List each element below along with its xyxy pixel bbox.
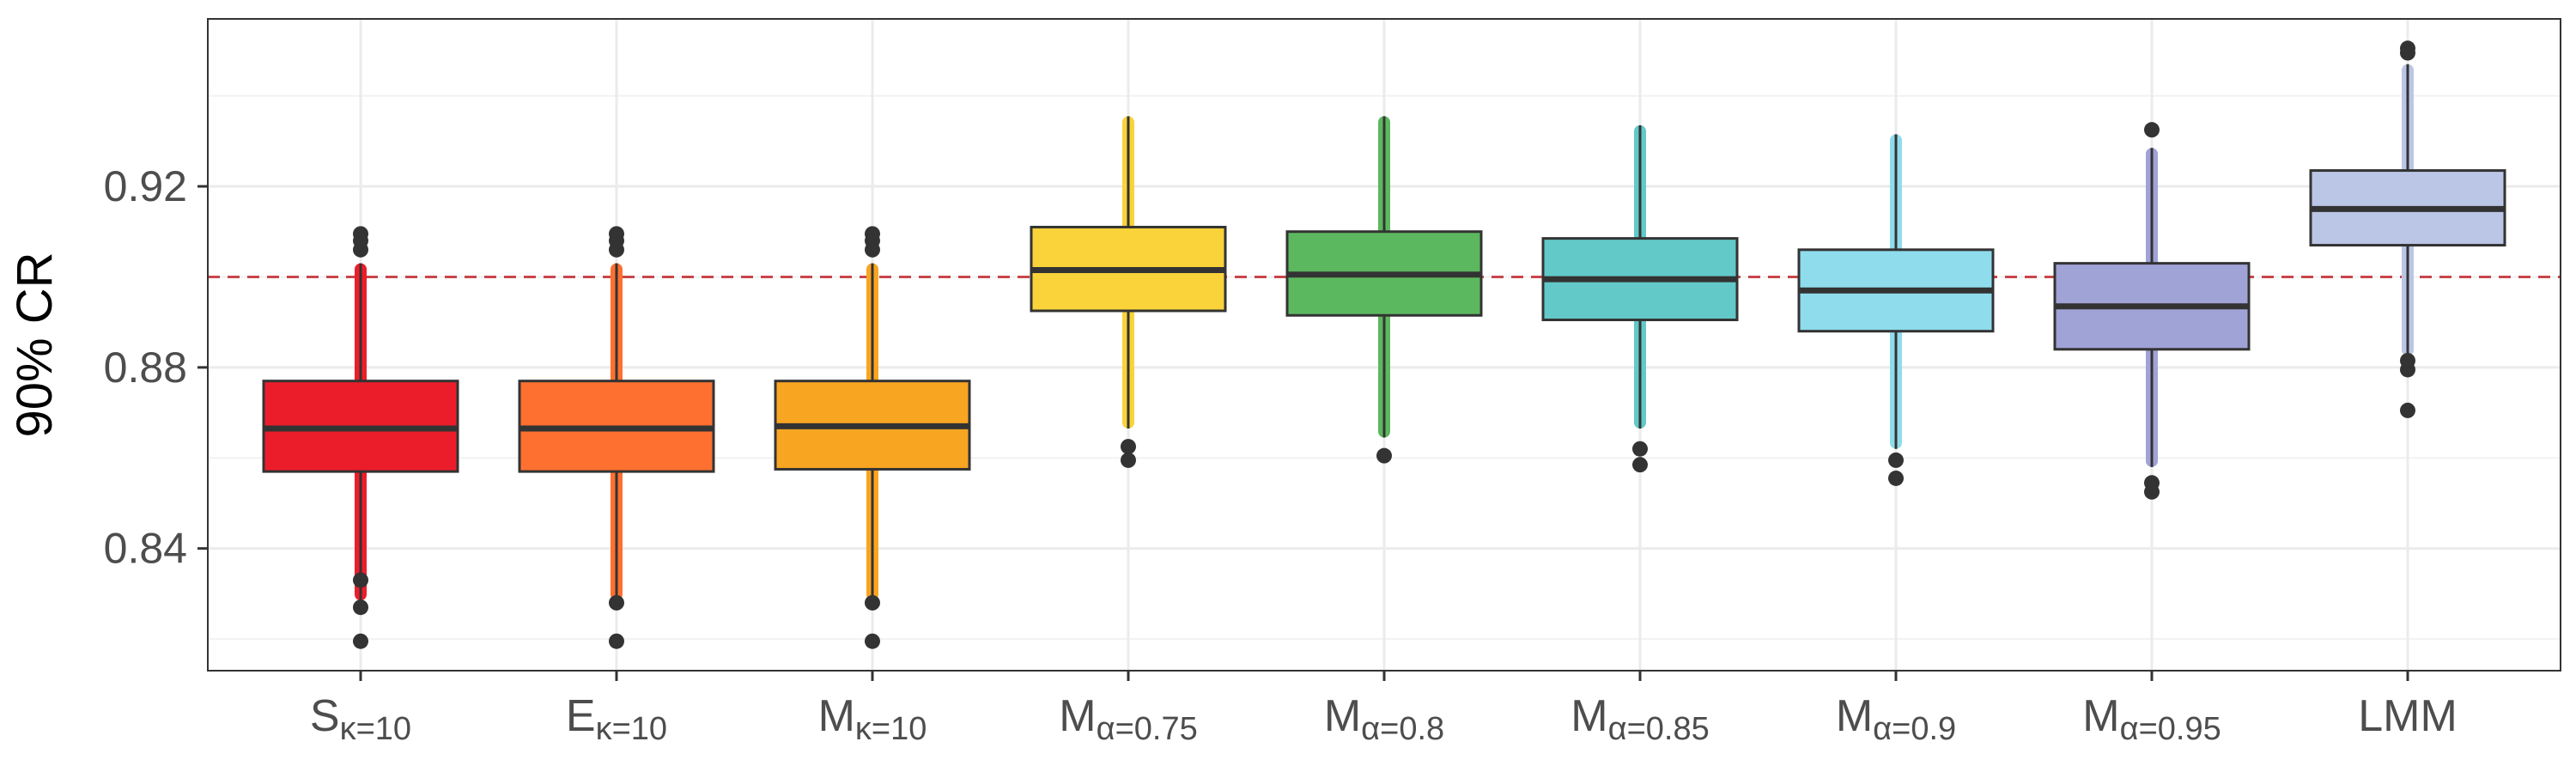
x-tick-label-main: M (2082, 691, 2119, 741)
outlier-point (1632, 457, 1648, 473)
x-tick-label-main: E (566, 691, 596, 741)
box-group (2309, 40, 2506, 418)
outlier-point (609, 594, 624, 611)
outlier-point (865, 226, 880, 242)
x-tick-label: Mα=0.85 (1571, 691, 1709, 747)
x-tick-label-main: LMM (2358, 691, 2458, 741)
x-tick-label-subscript: κ=10 (855, 711, 927, 747)
x-tick-label: Sκ=10 (310, 691, 411, 747)
y-tick-label: 0.84 (104, 525, 187, 573)
x-tick-label: Mα=0.75 (1059, 691, 1197, 747)
x-tick-label: Mα=0.95 (2082, 691, 2221, 747)
x-tick-label: LMM (2358, 691, 2458, 741)
x-tick-label-main: M (1059, 691, 1096, 741)
outlier-point (1376, 447, 1392, 464)
y-axis-title: 90% CR (7, 252, 63, 438)
x-tick-label-subscript: α=0.85 (1608, 711, 1710, 747)
box-group (1285, 116, 1483, 464)
y-tick-label: 0.88 (104, 343, 187, 392)
x-tick-label-main: S (310, 691, 340, 741)
x-tick-label-subscript: κ=10 (340, 711, 411, 747)
outlier-point (2144, 475, 2160, 491)
outlier-point (1121, 439, 1136, 455)
outlier-point (2400, 352, 2415, 368)
x-tick-label-subscript: α=0.95 (2120, 711, 2221, 747)
x-tick-label: Mκ=10 (818, 691, 927, 747)
box-group (774, 226, 971, 649)
outlier-point (353, 599, 368, 616)
boxes (262, 40, 2506, 649)
box-group (1030, 116, 1227, 468)
outlier-point (1632, 441, 1648, 457)
outlier-point (353, 572, 368, 588)
outlier-point (1121, 452, 1136, 468)
x-tick-label: Eκ=10 (566, 691, 667, 747)
outlier-point (2400, 402, 2415, 418)
outlier-point (353, 633, 368, 649)
box-group (1541, 125, 1739, 473)
x-tick-label-subscript: α=0.9 (1873, 711, 1956, 747)
outlier-point (865, 633, 880, 649)
outlier-point (2400, 40, 2415, 57)
outlier-point (609, 226, 624, 242)
box-group (2053, 122, 2251, 500)
x-tick-label-subscript: α=0.75 (1097, 711, 1198, 747)
box-group (518, 226, 715, 649)
x-tick-label-main: M (1571, 691, 1607, 741)
box-group (1797, 134, 1995, 486)
y-tick-label: 0.92 (104, 162, 187, 210)
x-tick-label-main: M (818, 691, 855, 741)
outlier-point (1888, 470, 1904, 486)
x-tick-label-main: M (1836, 691, 1873, 741)
x-tick-label-subscript: κ=10 (596, 711, 667, 747)
x-tick-label: Mα=0.8 (1324, 691, 1444, 747)
outlier-point (865, 594, 880, 611)
box-group (262, 226, 459, 649)
outlier-point (1888, 452, 1904, 468)
x-tick-label-subscript: α=0.8 (1361, 711, 1444, 747)
outlier-point (609, 633, 624, 649)
x-tick-label: Mα=0.9 (1836, 691, 1956, 747)
outlier-point (2144, 122, 2160, 138)
outlier-point (353, 226, 368, 242)
x-tick-label-main: M (1324, 691, 1361, 741)
